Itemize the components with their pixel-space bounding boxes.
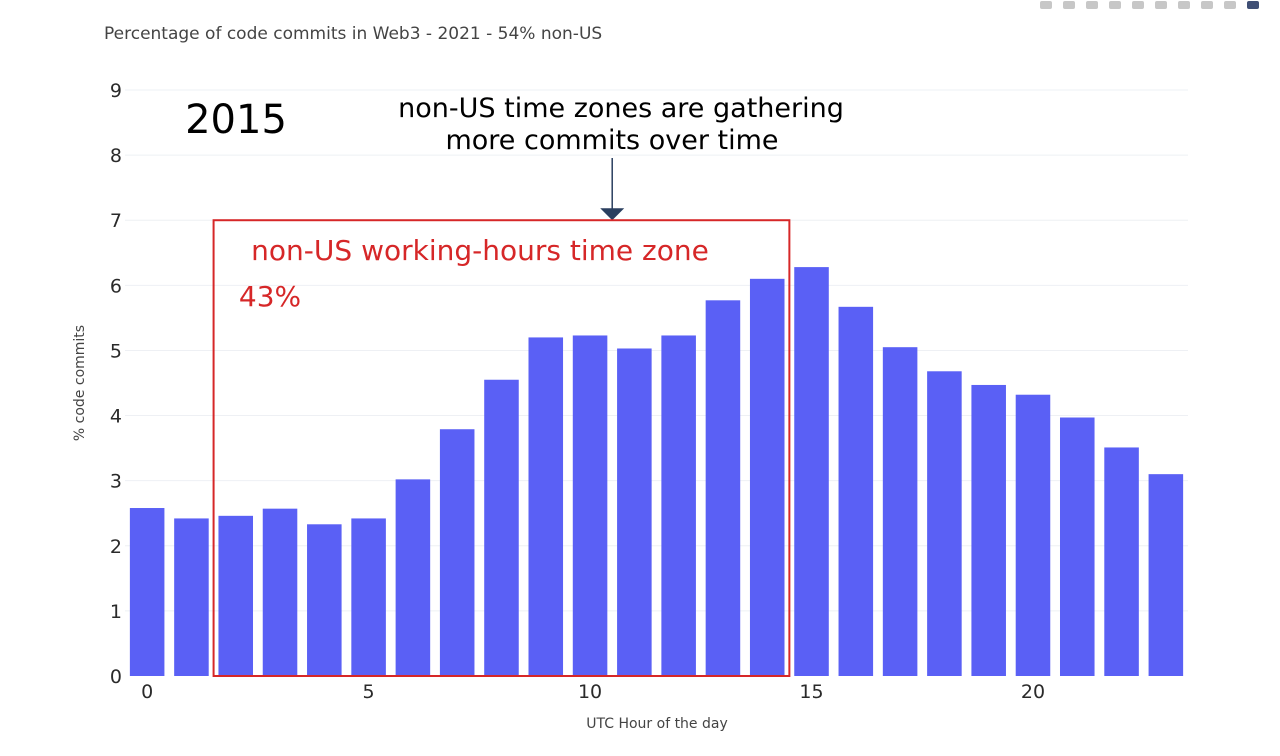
x-tick-label: 15: [799, 681, 823, 703]
camera-icon[interactable]: [1039, 0, 1053, 10]
x-tick-label: 10: [578, 681, 602, 703]
reset-axes-icon[interactable]: [1223, 0, 1237, 10]
bar-hour-1: [174, 518, 209, 676]
bar-hour-0: [129, 508, 165, 676]
y-tick-label: 3: [110, 471, 122, 493]
y-tick-label: 8: [110, 145, 122, 167]
bar-hour-7: [439, 429, 475, 676]
pan-icon[interactable]: [1085, 0, 1099, 10]
bar-hour-17: [882, 347, 918, 676]
zoom-icon[interactable]: [1062, 0, 1076, 10]
bar-hour-22: [1104, 447, 1139, 676]
bars: [129, 267, 1184, 676]
bar-hour-9: [528, 337, 564, 676]
x-tick-label: 5: [363, 681, 375, 703]
arrow-annotation-line-1: non-US time zones are gathering: [398, 93, 844, 124]
bar-hour-23: [1148, 474, 1184, 676]
zoom-in-icon[interactable]: [1154, 0, 1168, 10]
bar-hour-14: [749, 278, 785, 676]
zoom-out-icon[interactable]: [1177, 0, 1191, 10]
box-select-icon[interactable]: [1108, 0, 1122, 10]
y-axis-label: % code commits: [72, 325, 88, 441]
bar-hour-18: [927, 371, 962, 676]
annotations: 2015 non-US time zones are gathering mor…: [185, 93, 844, 677]
y-tick-label: 0: [110, 666, 122, 688]
bar-hour-8: [484, 379, 519, 676]
bar-hour-20: [1015, 394, 1051, 676]
arrow-head: [600, 208, 625, 221]
non-us-hours-percentage: 43%: [239, 280, 301, 313]
bar-hour-6: [395, 479, 431, 676]
y-axis-ticks: 0 1 2 3 4 5 6 7 8 9: [110, 80, 122, 688]
non-us-hours-label: non-US working-hours time zone: [251, 234, 709, 267]
bar-hour-13: [705, 300, 741, 676]
x-tick-label: 20: [1021, 681, 1045, 703]
y-tick-label: 1: [110, 601, 122, 623]
y-tick-label: 7: [110, 210, 122, 232]
chart-title: Percentage of code commits in Web3 - 202…: [104, 24, 602, 44]
bar-hour-5: [351, 518, 386, 676]
non-us-hours-box: [212, 219, 791, 677]
y-tick-label: 6: [110, 275, 122, 297]
bar-hour-16: [838, 306, 874, 676]
bar-hour-12: [661, 335, 696, 676]
x-tick-label: 0: [141, 681, 153, 703]
autoscale-icon[interactable]: [1200, 0, 1214, 10]
plotly-logo-icon[interactable]: [1246, 0, 1260, 10]
bar-hour-2: [218, 515, 254, 676]
x-axis-label: UTC Hour of the day: [586, 716, 728, 732]
bar-hour-4: [307, 524, 342, 676]
y-tick-label: 2: [110, 536, 122, 558]
x-axis-ticks: 0 5 10 15 20: [141, 681, 1045, 703]
year-label: 2015: [185, 97, 287, 143]
bar-hour-3: [262, 508, 298, 676]
lasso-icon[interactable]: [1131, 0, 1145, 10]
arrow-annotation-line-2: more commits over time: [445, 125, 778, 156]
bar-hour-21: [1059, 417, 1095, 676]
y-tick-label: 4: [110, 406, 122, 428]
bar-hour-19: [971, 384, 1006, 676]
bar-hour-10: [572, 335, 608, 676]
bar-hour-15: [794, 267, 829, 676]
modebar: [1039, 0, 1260, 12]
y-tick-label: 9: [110, 80, 122, 102]
bar-hour-11: [617, 348, 652, 676]
y-tick-label: 5: [110, 340, 122, 362]
